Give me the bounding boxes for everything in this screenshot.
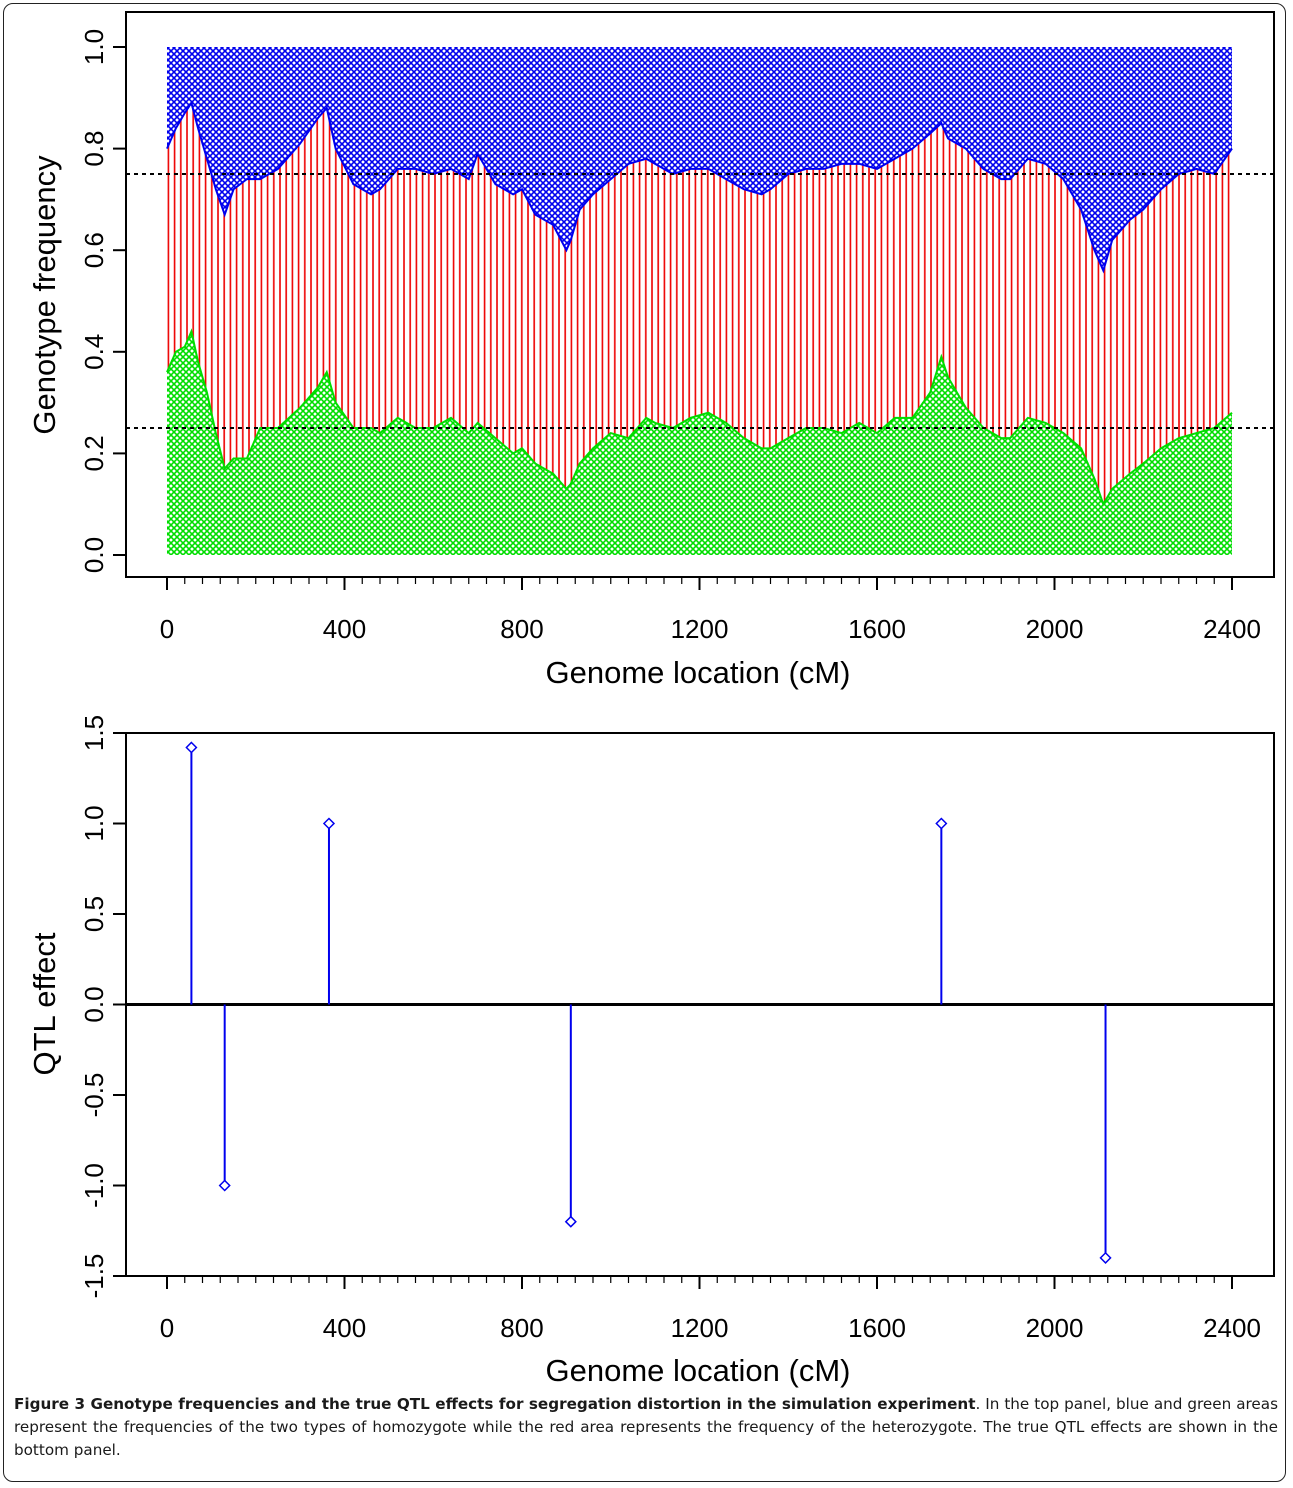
qtl-marker — [185, 741, 198, 754]
y-tick-label: -1.0 — [79, 1163, 109, 1208]
homozygote-green-area — [167, 331, 1232, 555]
y-tick-label: 0.0 — [79, 986, 109, 1022]
figure-canvas: 0 400 800 1200 1600 2000 2400 0.0 0.2 0.4 0.6 0.8 1… — [27, 11, 1275, 1388]
heterozygote-red-area — [167, 102, 1232, 505]
top-y-axis-label: Genotype frequency — [27, 155, 62, 435]
upper-boundary-line — [166, 100, 1233, 274]
x-tick-label: 400 — [323, 1313, 366, 1343]
x-tick-label: 2400 — [1203, 1313, 1261, 1343]
x-tick-label: 2400 — [1203, 614, 1261, 644]
figure-caption: Figure 3 Genotype frequencies and the tr… — [14, 1393, 1278, 1462]
x-tick-label: 2000 — [1026, 1313, 1084, 1343]
y-tick-label: -1.5 — [79, 1254, 109, 1299]
qtl-marker — [564, 1215, 577, 1228]
top-x-axis-label: Genome location (cM) — [546, 655, 851, 690]
genotype-frequency-panel: 0 400 800 1200 1600 2000 2400 0.0 0.2 0.4 0.6 0.8 1… — [27, 11, 1275, 690]
y-tick-label: 0.5 — [79, 896, 109, 932]
y-tick-label: -0.5 — [79, 1073, 109, 1118]
x-tick-label: 0 — [160, 1313, 174, 1343]
caption-title: Figure 3 Genotype frequencies and the tr… — [14, 1395, 976, 1413]
x-tick-label: 800 — [500, 614, 543, 644]
qtl-effect-panel: 0 400 800 1200 1600 2000 2400 -1.5 -1.0 -0.5 0.0 0… — [27, 715, 1275, 1388]
y-tick-label: 1.0 — [79, 805, 109, 841]
lower-boundary-line — [166, 328, 1233, 507]
qtl-marker — [322, 817, 336, 830]
x-tick-label: 1600 — [848, 614, 906, 644]
x-tick-label: 1200 — [671, 614, 729, 644]
caption-text: . In the top panel, blue and green areas… — [14, 1395, 1278, 1459]
qtl-marker — [218, 1179, 231, 1192]
x-tick-label: 1200 — [671, 1313, 729, 1343]
x-tick-label: 800 — [500, 1313, 543, 1343]
y-tick-label: 0.4 — [79, 334, 109, 370]
y-tick-label: 0.8 — [79, 131, 109, 167]
y-tick-label: 1.0 — [79, 29, 109, 65]
x-tick-label: 400 — [323, 614, 366, 644]
qtl-marker — [1099, 1251, 1112, 1264]
x-tick-label: 0 — [160, 614, 174, 644]
homozygote-blue-area — [167, 47, 1232, 271]
bottom-y-axis-label: QTL effect — [27, 932, 62, 1075]
y-tick-label: 0.6 — [79, 232, 109, 268]
x-tick-label: 2000 — [1026, 614, 1084, 644]
y-tick-label: 0.2 — [79, 435, 109, 471]
qtl-marker — [935, 817, 948, 830]
y-tick-label: 1.5 — [79, 715, 109, 751]
x-tick-label: 1600 — [848, 1313, 906, 1343]
y-tick-label: 0.0 — [79, 537, 109, 573]
bottom-x-axis-label: Genome location (cM) — [546, 1353, 851, 1388]
figure-frame — [3, 3, 1286, 1482]
